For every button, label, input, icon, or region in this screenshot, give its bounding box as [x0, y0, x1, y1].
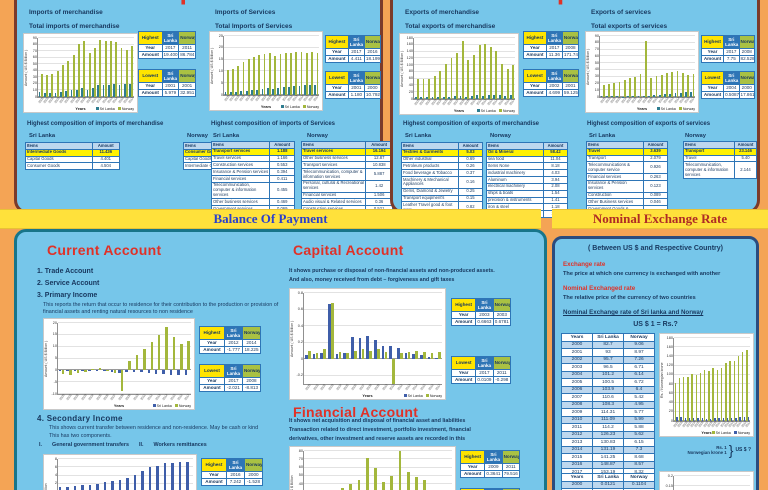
capital-account-description-1: It shows purchase or disposal of non-fin…	[289, 268, 495, 274]
exports-services-composition-heading: Highest composition of exports of servic…	[587, 121, 711, 127]
norway-label: Norway	[490, 133, 511, 139]
imports-services-subtitle: Total Imports of Services	[215, 23, 293, 30]
inverse-rate-note: Rs. 1 Norwegian krone 1 } US $ ?	[661, 443, 751, 457]
financial-account-highest-table: Highest Sri Lanka Norway Year 2009 2011 Amount…	[459, 450, 521, 479]
imports-merchandise-srilanka-composition-table: Items Amount Intermediate Goods 11.436 Capit…	[25, 142, 121, 171]
financial-account-description-1: It shows net acquisition and disposal of…	[289, 418, 466, 424]
capital-account-description-2: And also, money received from debt – for…	[289, 277, 455, 283]
primary-income-highest-table: Highest Sri Lanka Norway Year 2012 2014 Amount…	[199, 326, 262, 355]
component-i-label: General government transfers	[52, 442, 129, 448]
component-i-numeral: I.	[39, 442, 42, 448]
ner-formula: US $ 1 = Rs.?	[633, 321, 678, 328]
current-account-heading: Current Account	[47, 242, 162, 258]
primary-income-chart: Amount ( US $ Billion ) -10 -5 0 5 10 15 20 2000…	[43, 318, 195, 410]
exports-services-title: Exports of services	[591, 9, 651, 16]
imports-services-srilanka-composition-table: Items Amount Transport services 1.188 Travel…	[210, 141, 295, 214]
exports-merchandise-chart: Amount ( US $ Billion ) 0 20 40 60 80 100 120 14…	[399, 33, 519, 115]
service-account-item: 2. Service Account	[37, 280, 100, 287]
imports-services-chart: Amount ( US $ Billion ) 0 5 10 15 20 25 2000 200…	[209, 31, 323, 111]
imports-merchandise-composition-heading: Highest composition of imports of mercha…	[27, 121, 164, 127]
nominal-exchange-rate-banner-title: Nominal Exchange Rate	[592, 211, 728, 226]
imports-services-title: Imports of Services	[215, 9, 276, 16]
trade-account-item: 1. Trade Account	[37, 268, 94, 275]
exports-panel: Exports Exports of merchandise Total exp…	[390, 0, 760, 221]
imports-services-composition-heading: Highest composition of imports of Servic…	[211, 121, 336, 127]
exports-merchandise-title: Exports of merchandise	[405, 9, 480, 16]
sri-lanka-label: Sri Lanka	[589, 133, 616, 139]
exchange-rate-label: Exchange rate	[563, 261, 606, 268]
capital-account-heading: Capital Account	[293, 242, 404, 258]
secondary-income-components: I. General government transfers II. Work…	[39, 442, 289, 449]
exports-services-subtitle: Total exports of services	[591, 23, 668, 30]
note-brace: }	[728, 442, 734, 458]
secondary-income-description-1: This shows current transfer between resi…	[49, 425, 259, 431]
primary-income-description: This reports the return that occur to re…	[43, 302, 279, 315]
norway-label: Norway	[685, 133, 706, 139]
imports-merchandise-subtitle: Total imports of merchandise	[29, 23, 120, 30]
capital-account-highest-table: Highest Sri Lanka Norway Year 2003 2003 Amount…	[450, 298, 512, 327]
exchange-rate-chart: Rs. / Norwegian krone 0 20 40 60 80 100 120 140 1…	[659, 333, 754, 437]
exports-merchandise-composition-heading: Highest composition of exports of mercha…	[403, 121, 540, 127]
exports-section-title: Exports	[393, 0, 757, 6]
imports-merchandise-highest-table: Highest Sri Lanka Norway Year 2017 2011 Amount…	[138, 31, 196, 60]
exports-services-chart: Amount ( US $ Billion ) 0 10 20 30 40 50 60 70 80…	[585, 31, 699, 113]
balance-of-payment-panel: Current Account 1. Trade Account 2. Serv…	[14, 229, 547, 490]
component-ii-label: Workers remittances	[153, 442, 207, 448]
secondary-income-description-2: This has two components.	[49, 433, 112, 439]
norway-label: Norway	[307, 133, 328, 139]
financial-account-description-2: Transaction related to direct investment…	[289, 427, 471, 433]
financial-account-chart: US $ Billion0102030405060708020002001200…	[289, 446, 456, 490]
exchange-rate-definition: The price at which one currency is excha…	[563, 271, 721, 277]
nominal-exchange-rate-panel: ( Between US $ and Respective Country) E…	[552, 236, 759, 490]
primary-income-item: 3. Primary Income	[37, 292, 98, 299]
nominal-exchange-rate-banner: Nominal Exchange Rate	[552, 209, 768, 229]
norway-label: Norway	[187, 133, 208, 139]
note-rupee-line: Rs. 1	[716, 445, 727, 450]
note-krone-line: Norwegian krone 1	[687, 450, 727, 455]
exports-services-srilanka-composition-table: Items Amount Travel 3.639 Transport 2.079 Tele…	[586, 141, 669, 218]
nominal-exchange-rate-label: Nominal Exchanged rate	[563, 285, 636, 292]
sri-lanka-label: Sri Lanka	[29, 133, 56, 139]
exports-services-norway-composition-table: Items Amount Transport 23.146 Travel 5.40 Tele…	[682, 141, 757, 179]
imports-merchandise-title: Imports of merchandise	[29, 9, 103, 16]
secondary-income-highest-table: Highest Sri Lanka Norway Year 2016 2000 Amount…	[201, 458, 264, 487]
ner-table-title: Nominal Exchange rate of Sri lanka and N…	[563, 309, 704, 316]
component-ii-numeral: II.	[139, 442, 144, 448]
financial-account-description-3: derivatives, other investment and reserv…	[289, 436, 466, 442]
balance-of-payment-banner-title: Balance Of Payment	[213, 211, 328, 226]
sri-lanka-label: Sri Lanka	[213, 133, 240, 139]
nominal-exchange-rate-definition: The relative price of the currency of tw…	[563, 295, 696, 301]
imports-merchandise-chart: Amount ( US $ Billion ) 0 10 20 30 40 50 60 70 80…	[23, 33, 138, 113]
note-result: US $ ?	[735, 447, 751, 453]
exports-merchandise-norway-composition-table: Items Amount Oil & Mineral 58.42 sea food 11.…	[486, 142, 569, 219]
exchange-rate-table: Years Sri Lanka Norway 2000 82.7 9.06 2001 93 8.…	[561, 333, 655, 477]
exports-merchandise-subtitle: Total exports of merchandise	[405, 23, 496, 30]
financial-account-heading: Financial Account	[293, 404, 419, 420]
imports-merchandise-lowest-table: Lowest Sri Lanka Norway Year 2001 2001 Amount 5…	[138, 69, 196, 98]
sri-lanka-label: Sri Lanka	[405, 133, 432, 139]
ner-subtitle: ( Between US $ and Respective Country)	[588, 245, 723, 252]
secondary-income-heading: 4. Secondary Income	[37, 414, 123, 423]
imports-panel: Imports Imports of merchandise Total imp…	[14, 0, 393, 227]
primary-income-lowest-table: Lowest Sri Lanka Norway Year 2017 2008 Amount -…	[199, 364, 262, 393]
balance-of-payment-banner: Balance Of Payment	[0, 209, 541, 229]
secondary-income-chart: US $ Billion-8-6-4-202468200020012002200…	[43, 454, 197, 490]
capital-account-lowest-table: Lowest Sri Lanka Norway Year 2017 2011 Amount 0…	[450, 356, 512, 385]
imports-section-title: Imports	[17, 0, 380, 6]
capital-account-chart: Amount ( US $ Billion ) -0.2 0 0.2 0.4 0.6 0.8…	[289, 288, 446, 400]
